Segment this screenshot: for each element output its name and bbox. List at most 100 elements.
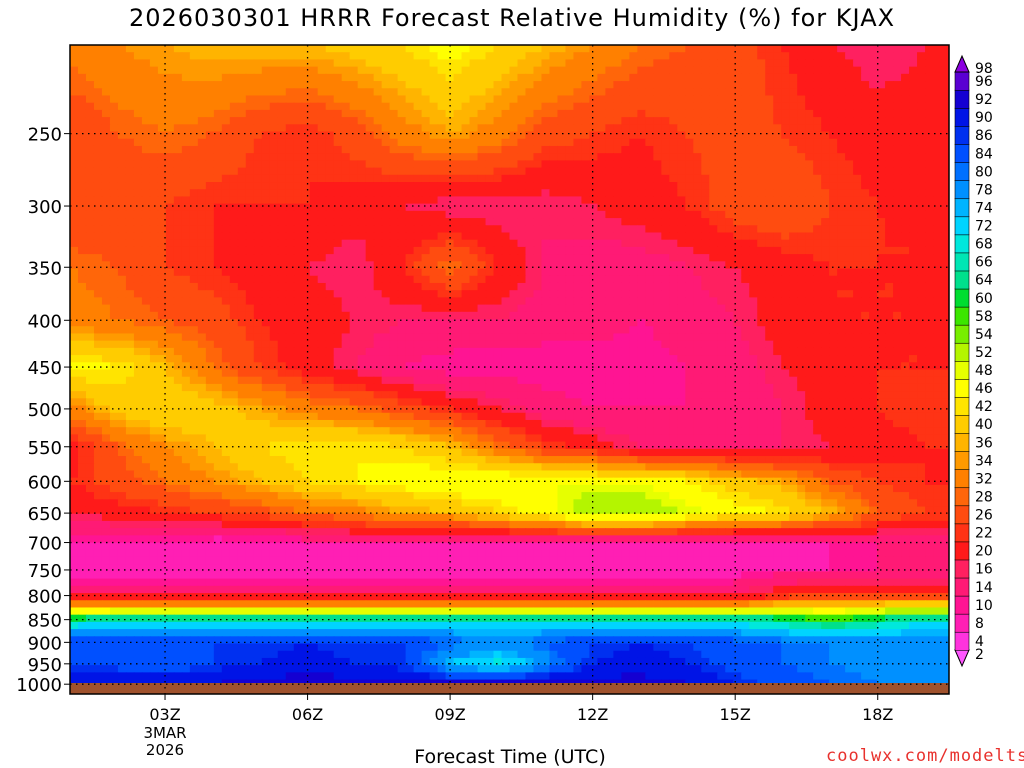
rh-cell bbox=[869, 225, 878, 234]
rh-cell bbox=[741, 124, 750, 133]
rh-cell bbox=[909, 232, 918, 241]
rh-cell bbox=[365, 73, 375, 82]
rh-cell bbox=[109, 109, 119, 118]
rh-cell bbox=[141, 189, 151, 198]
rh-cell bbox=[541, 239, 551, 248]
rh-cell bbox=[501, 153, 511, 161]
rh-cell bbox=[837, 304, 846, 313]
rh-cell bbox=[893, 153, 902, 161]
rh-cell bbox=[629, 203, 638, 212]
rh-cell bbox=[197, 340, 207, 349]
rh-cell bbox=[125, 81, 135, 89]
rh-cell bbox=[125, 355, 135, 363]
rh-cell bbox=[741, 239, 750, 248]
rh-cell bbox=[181, 117, 191, 125]
rh-cell bbox=[925, 311, 934, 320]
rh-cell bbox=[421, 124, 431, 133]
rh-cell bbox=[781, 131, 790, 140]
rh-cell bbox=[933, 59, 942, 68]
rh-cell bbox=[653, 189, 662, 198]
rh-cell bbox=[701, 319, 710, 327]
rh-cell bbox=[685, 218, 694, 226]
rh-cell bbox=[445, 218, 455, 226]
rh-cell bbox=[397, 189, 407, 198]
rh-cell bbox=[245, 109, 255, 118]
rh-cell bbox=[725, 81, 734, 89]
rh-cell bbox=[213, 160, 223, 169]
rh-cell bbox=[245, 369, 255, 378]
rh-cell bbox=[701, 304, 710, 313]
rh-cell bbox=[181, 290, 191, 298]
rh-cell bbox=[837, 239, 846, 248]
rh-cell bbox=[389, 326, 399, 335]
rh-cell bbox=[717, 319, 726, 327]
rh-cell bbox=[917, 81, 926, 89]
rh-cell bbox=[773, 246, 782, 255]
rh-cell bbox=[653, 210, 662, 219]
rh-cell bbox=[637, 347, 646, 356]
rh-cell bbox=[693, 290, 702, 298]
rh-cell bbox=[221, 340, 231, 349]
rh-cell bbox=[629, 246, 638, 255]
rh-cell bbox=[773, 254, 782, 262]
rh-cell bbox=[181, 225, 191, 234]
rh-cell bbox=[157, 59, 167, 68]
rh-cell bbox=[725, 117, 734, 125]
rh-cell bbox=[485, 297, 495, 306]
rh-cell bbox=[941, 109, 949, 118]
rh-cell bbox=[917, 66, 926, 75]
rh-cell bbox=[525, 290, 535, 298]
rh-cell bbox=[317, 282, 327, 291]
rh-cell bbox=[549, 239, 559, 248]
rh-cell bbox=[605, 160, 614, 169]
rh-cell bbox=[397, 196, 407, 205]
rh-cell bbox=[525, 232, 535, 241]
rh-cell bbox=[901, 138, 910, 147]
rh-cell bbox=[437, 340, 447, 349]
rh-cell bbox=[261, 131, 271, 140]
rh-cell bbox=[293, 210, 303, 219]
rh-cell bbox=[589, 297, 598, 306]
rh-cell bbox=[941, 225, 949, 234]
rh-cell bbox=[277, 282, 287, 291]
rh-cell bbox=[501, 246, 511, 255]
rh-cell bbox=[789, 182, 798, 190]
rh-cell bbox=[781, 160, 790, 169]
rh-cell bbox=[213, 311, 223, 320]
rh-cell bbox=[925, 333, 934, 342]
rh-cell bbox=[749, 261, 758, 270]
rh-cell bbox=[837, 59, 846, 68]
rh-cell bbox=[877, 131, 886, 140]
rh-cell bbox=[605, 282, 614, 291]
rh-cell bbox=[653, 117, 662, 125]
rh-cell bbox=[701, 59, 710, 68]
rh-cell bbox=[597, 319, 606, 327]
rh-cell bbox=[373, 362, 383, 371]
rh-cell bbox=[709, 45, 718, 53]
rh-cell bbox=[349, 355, 359, 363]
rh-cell bbox=[285, 95, 295, 104]
rh-cell bbox=[277, 52, 287, 61]
rh-cell bbox=[533, 246, 543, 255]
rh-cell bbox=[245, 239, 255, 248]
rh-cell bbox=[581, 326, 591, 335]
rh-cell bbox=[789, 131, 798, 140]
rh-cell bbox=[925, 109, 934, 118]
rh-cell bbox=[229, 282, 239, 291]
rh-cell bbox=[133, 117, 143, 125]
rh-cell bbox=[541, 124, 551, 133]
rh-cell bbox=[805, 153, 814, 161]
rh-cell bbox=[341, 73, 351, 82]
rh-cell bbox=[229, 333, 239, 342]
rh-cell bbox=[261, 246, 271, 255]
rh-cell bbox=[461, 275, 471, 284]
rh-cell bbox=[925, 160, 934, 169]
rh-cell bbox=[533, 167, 543, 176]
rh-cell bbox=[781, 297, 790, 306]
rh-cell bbox=[941, 145, 949, 154]
rh-cell bbox=[381, 297, 391, 306]
rh-cell bbox=[461, 196, 471, 205]
rh-cell bbox=[165, 218, 175, 226]
rh-cell bbox=[389, 59, 399, 68]
rh-cell bbox=[333, 145, 343, 154]
